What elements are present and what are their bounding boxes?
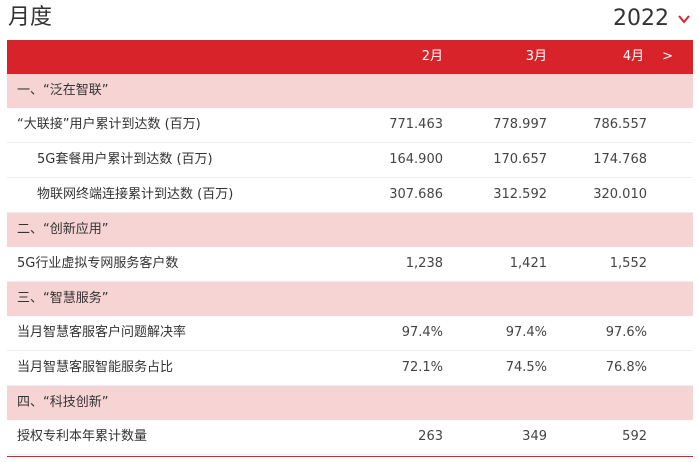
cell-value: 1,552 [551,247,693,282]
table-bottom-divider [7,456,693,457]
row-label: 5G套餐用户累计到达数 (百万) [7,142,337,178]
month-column-header: 3月 [447,40,551,74]
cell-value: 320.010 [551,177,693,213]
section-header: 三、“智慧服务” [7,281,693,316]
cell-value: 76.8% [551,350,693,386]
cell-value: 74.5% [447,350,551,386]
row-label: 当月智慧客服智能服务占比 [7,350,337,386]
cell-value: 778.997 [447,108,551,143]
section-title: 三、“智慧服务” [7,281,693,316]
row-label: “大联接”用户累计到达数 (百万) [7,108,337,143]
header-blank-cell [7,40,337,74]
cell-value: 307.686 [337,177,447,213]
month-column-header: 2月 [337,40,447,74]
table-row: 当月智慧客服智能服务占比 72.1% 74.5% 76.8% [7,350,693,386]
section-header: 一、“泛在智联” [7,74,693,108]
row-label: 授权专利本年累计数量 [7,420,337,455]
year-value: 2022 [613,6,669,31]
section-title: 一、“泛在智联” [7,74,693,108]
row-label: 5G行业虚拟专网服务客户数 [7,247,337,282]
cell-value: 170.657 [447,142,551,178]
section-title: 四、“科技创新” [7,385,693,420]
cell-value: 174.768 [551,142,693,178]
cell-value: 164.900 [337,142,447,178]
page-title: 月度 [8,5,53,30]
table-header-row: 2月 3月 4月 > [7,40,693,74]
cell-value: 771.463 [337,108,447,143]
header-bar: 月度 2022 [0,0,699,40]
year-selector[interactable]: 2022 [613,6,691,32]
section-title: 二、“创新应用” [7,212,693,247]
cell-value: 592 [551,420,693,455]
month-label: 4月 [622,49,645,64]
cell-value: 312.592 [447,177,551,213]
cell-value: 1,421 [447,247,551,282]
table-row: 当月智慧客服客户问题解决率 97.4% 97.4% 97.6% [7,316,693,351]
row-label: 物联网终端连接累计到达数 (百万) [7,177,337,213]
cell-value: 97.4% [337,316,447,351]
cell-value: 349 [447,420,551,455]
cell-value: 72.1% [337,350,447,386]
table-row: 物联网终端连接累计到达数 (百万) 307.686 312.592 320.01… [7,177,693,213]
row-label: 当月智慧客服客户问题解决率 [7,316,337,351]
cell-value: 97.6% [551,316,693,351]
table-row: 5G行业虚拟专网服务客户数 1,238 1,421 1,552 [7,247,693,282]
cell-value: 263 [337,420,447,455]
chevron-down-icon [678,15,690,24]
cell-value: 97.4% [447,316,551,351]
next-month-button[interactable]: > [662,49,673,64]
month-column-header: 4月 > [551,40,693,74]
cell-value: 1,238 [337,247,447,282]
table-row: 5G套餐用户累计到达数 (百万) 164.900 170.657 174.768 [7,142,693,178]
table-row: “大联接”用户累计到达数 (百万) 771.463 778.997 786.55… [7,108,693,143]
table-row: 授权专利本年累计数量 263 349 592 [7,420,693,455]
monthly-data-table: 2月 3月 4月 > 一、“泛在智联” “大联接”用户累计到达数 (百万) 771… [7,40,693,455]
cell-value: 786.557 [551,108,693,143]
section-header: 四、“科技创新” [7,385,693,420]
section-header: 二、“创新应用” [7,212,693,247]
